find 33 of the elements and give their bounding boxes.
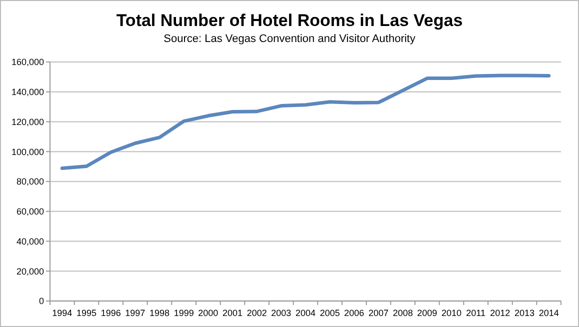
x-tick-label: 1994	[52, 308, 72, 318]
x-tick-label: 1996	[100, 308, 121, 318]
x-tick-label: 2001	[222, 308, 243, 318]
y-tick-label: 80,000	[16, 176, 44, 187]
source-note: Source: Las Vegas Convention and Visitor Authority	[164, 33, 416, 45]
x-tick-label: 2000	[198, 308, 218, 318]
x-tick-label: 2011	[466, 308, 486, 318]
x-tick-label: 2006	[344, 308, 364, 318]
chart-title: Total Number of Hotel Rooms in Las Vegas	[116, 11, 463, 30]
x-tick-label: 2003	[271, 308, 292, 318]
x-tick-label: 2012	[490, 308, 510, 318]
x-tick-label: 1999	[174, 308, 194, 318]
x-tick-label: 2014	[538, 308, 559, 318]
y-tick-label: 60,000	[16, 206, 44, 217]
line-series	[60, 74, 551, 170]
x-tick-label: 2007	[368, 308, 389, 318]
y-tick-label: 100,000	[11, 146, 44, 157]
y-tick-label: 160,000	[11, 57, 44, 68]
y-tick-label: 0	[38, 296, 44, 306]
x-tick-label: 2013	[514, 308, 535, 318]
x-tick-label: 2010	[441, 308, 462, 318]
x-tick-label: 1998	[149, 308, 170, 318]
y-tick-label: 140,000	[11, 87, 44, 98]
x-tick-label: 1995	[76, 308, 97, 318]
y-tick-label: 40,000	[16, 236, 44, 246]
y-tick-label: 20,000	[16, 266, 44, 276]
y-tick-label: 120,000	[11, 116, 44, 127]
x-tick-label: 2008	[392, 308, 413, 318]
x-tick-label: 2005	[320, 308, 340, 318]
x-tick-label: 1997	[125, 308, 146, 318]
x-tick-label: 2002	[246, 308, 267, 318]
x-tick-label: 2004	[295, 308, 316, 318]
x-tick-label: 2009	[417, 308, 438, 318]
